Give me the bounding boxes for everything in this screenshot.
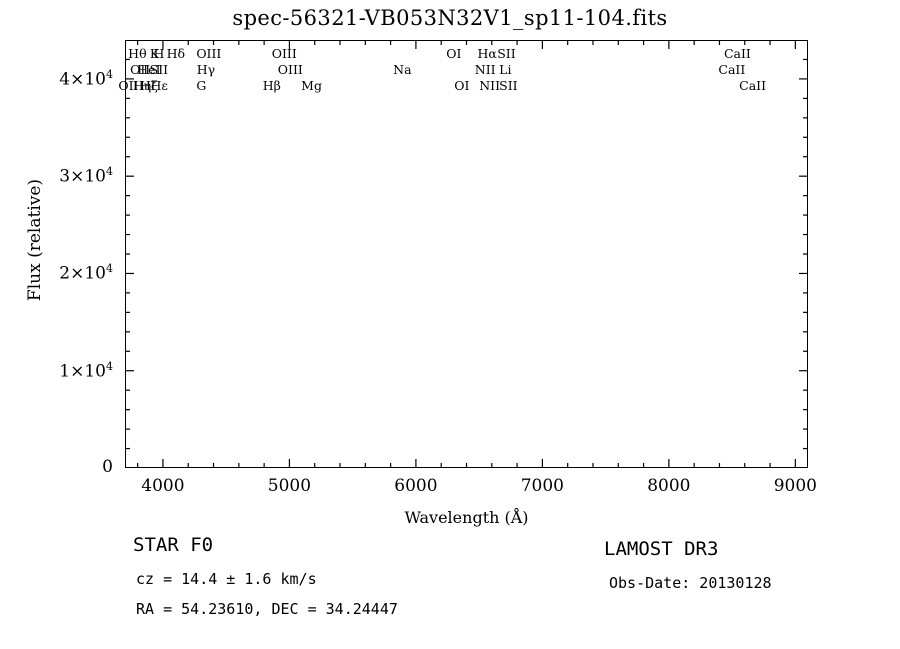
x-tick-9000: 9000 (773, 476, 817, 496)
line-label-H: H (153, 46, 165, 61)
line-label-CaII: CaII (718, 62, 746, 77)
x-tick-5000: 5000 (267, 476, 312, 496)
line-label-SII: SII (149, 62, 169, 77)
redshift-text: cz = 14.4 ± 1.6 km/s (136, 570, 317, 588)
x-tick-7000: 7000 (520, 476, 564, 496)
plot-frame (125, 40, 808, 468)
line-label-Na: Na (393, 62, 412, 77)
survey-text: LAMOST DR3 (604, 538, 719, 560)
line-label-Hθ: Hθ (128, 46, 147, 61)
y-axis-label: Flux (relative) (25, 178, 45, 302)
page-title: spec-56321-VB053N32V1_sp11-104.fits (232, 6, 668, 30)
y-tick-20000: 2×104 (59, 262, 113, 285)
line-label-Hδ: Hδ (166, 46, 186, 61)
line-label-Hβ: Hβ (262, 78, 281, 93)
line-label-G: G (196, 78, 207, 93)
axis-ticks (125, 40, 808, 468)
x-tick-4000: 4000 (141, 476, 185, 496)
line-label-Hγ: Hγ (196, 62, 216, 77)
line-label-OIII: OIII (271, 46, 297, 61)
line-label-CaII: CaII (739, 78, 767, 93)
line-label-SII: SII (497, 46, 516, 61)
line-label-NII: NII (474, 62, 496, 77)
star-type-text: STAR F0 (133, 534, 214, 556)
y-tick-30000: 3×104 (59, 165, 113, 187)
line-label-Hη: Hη (132, 78, 152, 93)
y-tick-40000: 4×104 (59, 67, 113, 90)
y-tick-10000: 1×104 (59, 359, 113, 382)
line-label-HeI: HeI (137, 62, 161, 77)
line-label-OI: OI (454, 78, 470, 93)
line-label-OII: OII (130, 62, 151, 77)
coordinates-text: RA = 54.23610, DEC = 34.24447 (136, 600, 398, 618)
x-tick-6000: 6000 (394, 476, 438, 496)
line-label-Mg: Mg (301, 78, 322, 93)
line-label-OIII: OIII (277, 62, 303, 77)
line-label-OIII: OIII (196, 46, 222, 61)
line-label-K: K (149, 46, 160, 61)
line-label-Hα: Hα (477, 46, 497, 61)
x-axis-label: Wavelength (Å) (404, 508, 529, 527)
line-label-SII: SII (499, 78, 518, 93)
obs-date-text: Obs-Date: 20130128 (609, 574, 772, 592)
line-label-OI: OI (446, 46, 462, 61)
line-label-NII: NII (479, 78, 501, 93)
line-label-CaII: CaII (723, 46, 751, 61)
line-label-Hζ: Hζ (140, 78, 158, 93)
line-label-Li: Li (499, 62, 512, 77)
line-label-OII: OII (118, 78, 139, 93)
y-tick-0: 0 (102, 457, 113, 477)
x-tick-8000: 8000 (647, 476, 691, 496)
line-label-Hε: Hε (150, 78, 168, 93)
